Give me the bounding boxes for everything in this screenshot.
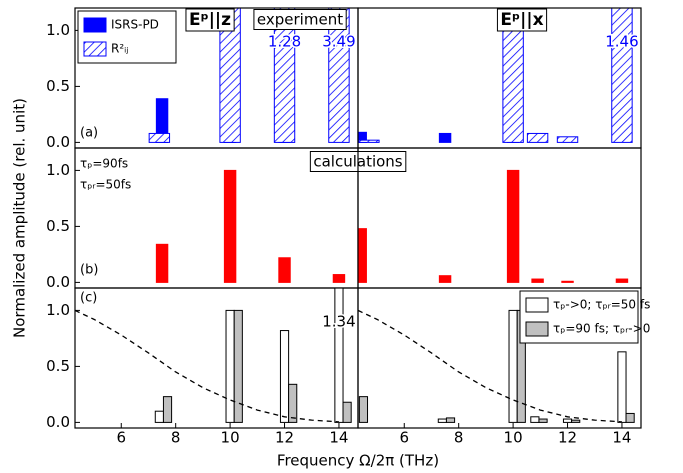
- annotation-box: [185, 8, 235, 32]
- legend-label: R²ᵢⱼ: [111, 42, 128, 56]
- bar: [279, 330, 290, 423]
- bar: [438, 132, 452, 143]
- legend-swatch: [525, 297, 549, 313]
- value-label: 1.46: [605, 33, 638, 51]
- bar: [332, 274, 346, 283]
- annotation: (a): [80, 126, 98, 141]
- bar: [278, 257, 291, 283]
- axes-frame: [357, 287, 642, 429]
- legend-swatch: [525, 321, 549, 337]
- y-tick-label: 0.5: [46, 77, 70, 95]
- bar: [437, 418, 447, 423]
- plot-area: [148, 8, 350, 143]
- bar: [358, 228, 367, 283]
- bar: [358, 139, 380, 143]
- bar: [155, 243, 169, 283]
- bar: [342, 401, 352, 423]
- bar: [506, 169, 520, 283]
- annotation: experiment: [257, 11, 343, 29]
- value-label: 1.34: [322, 313, 355, 331]
- plot-area: [358, 8, 633, 143]
- annotation: τₚᵣ=50fs: [80, 178, 131, 192]
- x-tick-label: 6: [116, 429, 126, 447]
- bar: [273, 8, 296, 143]
- x-tick-label: 8: [171, 429, 181, 447]
- bar: [358, 396, 369, 423]
- bar: [502, 8, 524, 143]
- legend-swatch: [83, 17, 107, 33]
- bar: [438, 275, 452, 283]
- x-tick-label: 12: [558, 429, 577, 447]
- bar: [445, 417, 456, 423]
- bar: [530, 416, 540, 423]
- axes-frame: [74, 287, 359, 429]
- y-tick-label: 0.5: [46, 217, 70, 235]
- plot-area: [358, 169, 629, 283]
- bar: [615, 278, 629, 283]
- plot-area: [155, 169, 346, 283]
- y-tick-label: 0.0: [46, 133, 70, 151]
- bar: [611, 8, 633, 143]
- annotation: Eᵖ||z: [189, 10, 231, 30]
- bar: [148, 132, 171, 143]
- legend-swatch: [83, 41, 107, 57]
- bar: [526, 132, 549, 143]
- bar: [225, 309, 235, 423]
- bar: [617, 351, 627, 423]
- plot-area: [75, 288, 352, 423]
- bar: [154, 410, 164, 423]
- legend-label: ISRS-PD: [111, 18, 159, 32]
- bar: [162, 396, 173, 423]
- bar: [562, 418, 573, 423]
- bar: [233, 309, 243, 423]
- value-label: 1.28: [268, 33, 301, 51]
- fit-curve: [75, 309, 339, 423]
- annotation-box: [496, 8, 548, 32]
- y-tick-label: 0.0: [46, 413, 70, 431]
- value-label: 3.49: [322, 33, 355, 51]
- bar: [328, 8, 350, 143]
- annotation: (c): [80, 291, 97, 306]
- y-tick-label: 0.0: [46, 273, 70, 291]
- annotation: τₚ=90fs: [80, 157, 128, 171]
- x-axis-label: Frequency Ω/2π (THz): [277, 452, 439, 470]
- bar: [508, 309, 518, 423]
- y-axis-label: Normalized amplitude (rel. unit): [11, 98, 29, 338]
- annotation-box: [253, 9, 347, 30]
- x-tick-label: 6: [399, 429, 409, 447]
- bar: [556, 136, 579, 143]
- x-tick-label: 12: [275, 429, 294, 447]
- bar: [531, 278, 544, 283]
- bar: [223, 169, 237, 283]
- bar: [538, 418, 548, 423]
- bar: [625, 412, 635, 423]
- legend-label: τₚ->0; τₚᵣ=50 fs: [553, 298, 650, 312]
- plot-area: [358, 309, 635, 423]
- fit-curve: [358, 309, 622, 423]
- bar: [571, 419, 581, 423]
- bar: [288, 383, 298, 423]
- x-tick-label: 8: [454, 429, 464, 447]
- y-tick-label: 1.0: [46, 301, 70, 319]
- x-tick-label: 10: [221, 429, 240, 447]
- annotation: (b): [80, 263, 98, 278]
- annotation: Eᵖ||x: [500, 10, 543, 30]
- y-tick-label: 1.0: [46, 161, 70, 179]
- x-tick-label: 14: [329, 429, 348, 447]
- y-tick-label: 0.5: [46, 357, 70, 375]
- bar: [219, 8, 241, 143]
- bar: [334, 288, 344, 423]
- x-tick-label: 14: [612, 429, 631, 447]
- legend-label: τₚ=90 fs; τₚᵣ->0: [553, 322, 650, 336]
- x-tick-label: 10: [504, 429, 523, 447]
- y-tick-label: 1.0: [46, 21, 70, 39]
- bar: [561, 280, 574, 283]
